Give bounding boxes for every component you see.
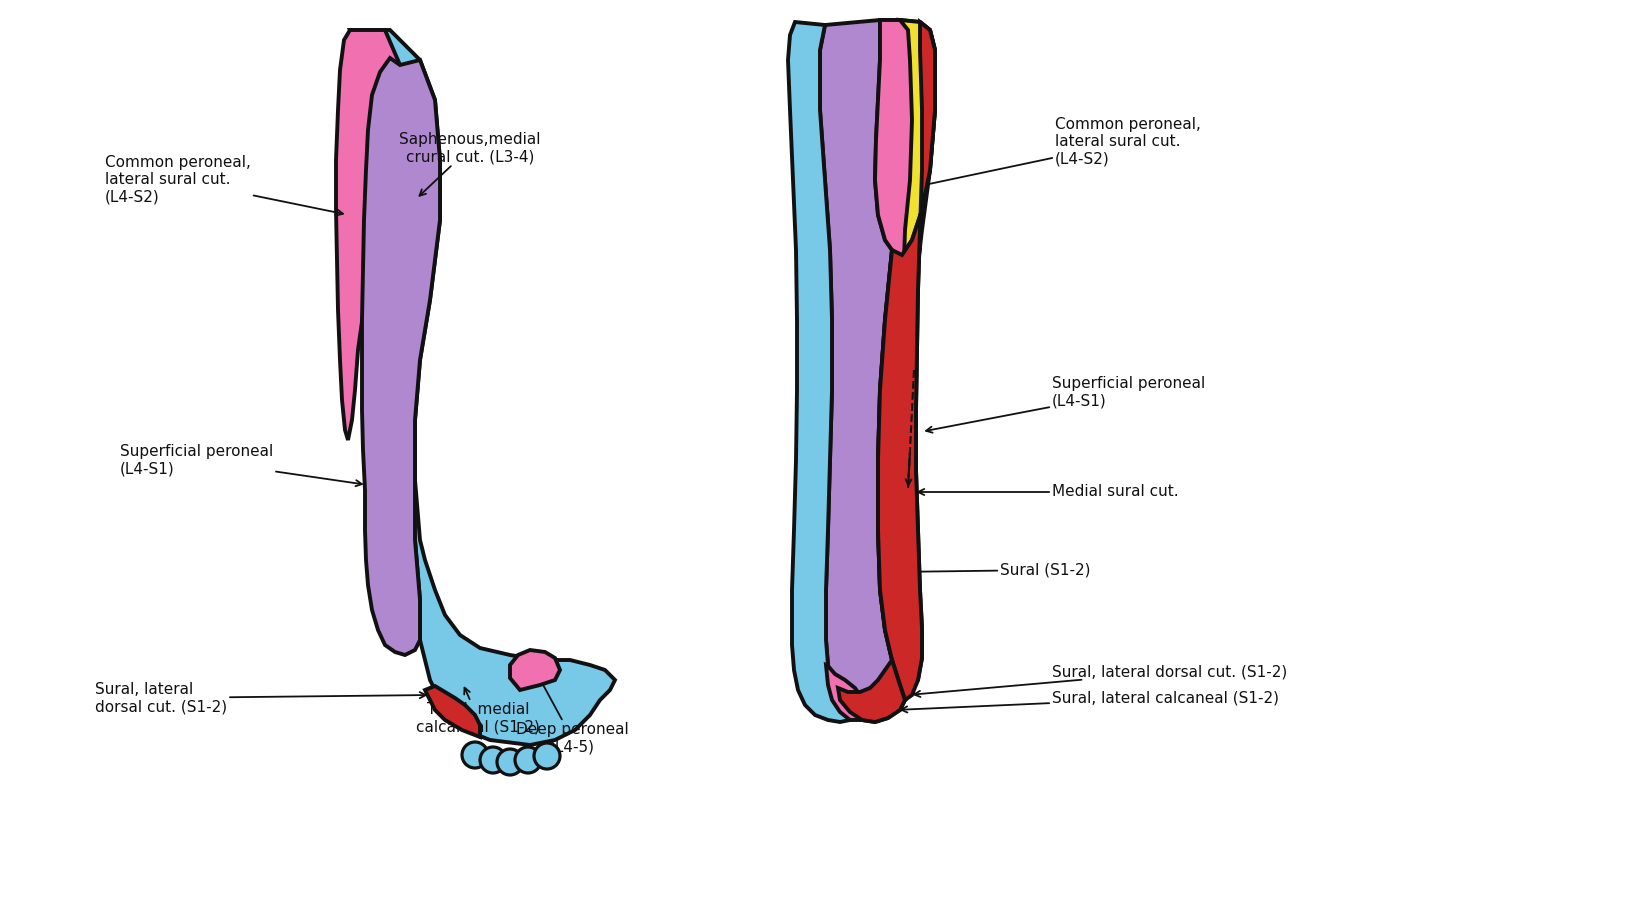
Text: Medial sural cut.: Medial sural cut. — [918, 484, 1178, 500]
Circle shape — [480, 747, 506, 773]
Polygon shape — [820, 20, 905, 722]
Polygon shape — [425, 686, 480, 737]
Text: Common peroneal,
lateral sural cut.
(L4-S2): Common peroneal, lateral sural cut. (L4-… — [105, 155, 343, 215]
Polygon shape — [826, 665, 864, 720]
Polygon shape — [877, 22, 934, 700]
Text: Common peroneal,
lateral sural cut.
(L4-S2): Common peroneal, lateral sural cut. (L4-… — [916, 117, 1200, 188]
Polygon shape — [838, 660, 905, 722]
Polygon shape — [875, 20, 911, 660]
Polygon shape — [787, 22, 849, 722]
Polygon shape — [362, 58, 439, 655]
Text: Tibial, medial
calcaneal (S1-2): Tibial, medial calcaneal (S1-2) — [416, 687, 539, 735]
Text: Sural, lateral
dorsal cut. (S1-2): Sural, lateral dorsal cut. (S1-2) — [95, 682, 426, 714]
Text: Saphenous,medial
crural cut. (L3-4): Saphenous,medial crural cut. (L3-4) — [398, 132, 541, 196]
Polygon shape — [349, 30, 615, 745]
Circle shape — [462, 742, 488, 768]
Polygon shape — [875, 20, 934, 255]
Circle shape — [534, 743, 559, 769]
Circle shape — [515, 747, 541, 773]
Text: Deep peroneal
(L4-5): Deep peroneal (L4-5) — [515, 675, 628, 754]
Text: Sural (S1-2): Sural (S1-2) — [898, 563, 1090, 578]
Circle shape — [497, 749, 523, 775]
Polygon shape — [892, 20, 934, 700]
Polygon shape — [510, 650, 559, 690]
Text: Sural, lateral dorsal cut. (S1-2): Sural, lateral dorsal cut. (S1-2) — [913, 664, 1287, 697]
Polygon shape — [336, 30, 405, 440]
Text: Superficial peroneal
(L4-S1): Superficial peroneal (L4-S1) — [120, 444, 362, 486]
Text: Sural, lateral calcaneal (S1-2): Sural, lateral calcaneal (S1-2) — [901, 690, 1278, 712]
Text: Superficial peroneal
(L4-S1): Superficial peroneal (L4-S1) — [926, 376, 1205, 432]
